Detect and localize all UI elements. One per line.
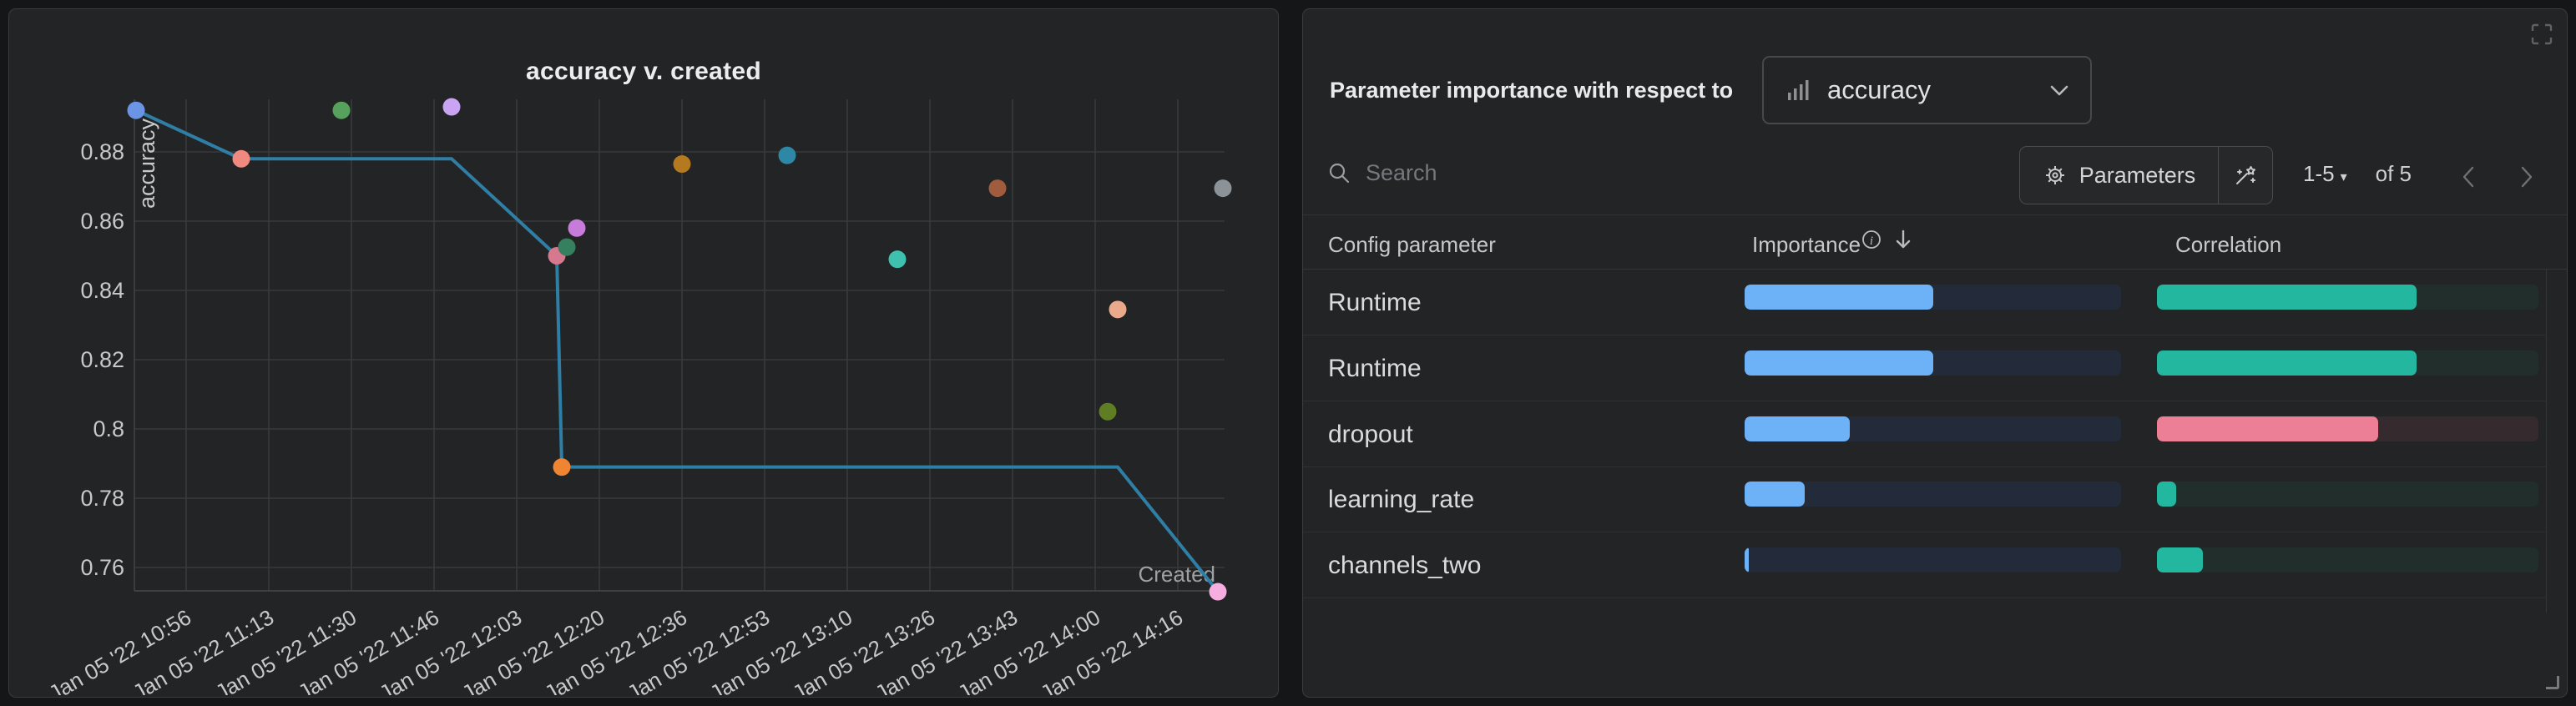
bar-chart-icon — [1788, 80, 1809, 100]
importance-bar-fill — [1745, 285, 1933, 310]
correlation-bar-track — [2157, 482, 2538, 507]
y-tick-label: 0.86 — [80, 209, 124, 234]
chart-title: accuracy v. created — [526, 58, 761, 85]
run-point[interactable] — [442, 98, 461, 116]
run-point[interactable] — [558, 238, 576, 256]
run-point[interactable] — [673, 155, 691, 174]
correlation-bar-fill — [2157, 416, 2379, 441]
importance-bar-track — [1745, 482, 2121, 507]
y-tick-label: 0.8 — [93, 416, 124, 441]
run-point[interactable] — [778, 146, 796, 164]
correlation-bar-fill — [2157, 350, 2417, 376]
config-parameter-name: Runtime — [1328, 354, 1422, 382]
y-tick-label: 0.84 — [80, 278, 124, 303]
table-row[interactable]: Runtime — [1303, 335, 2545, 401]
y-tick-label: 0.78 — [80, 486, 124, 511]
parameter-importance-panel: Parameter importance with respect to acc… — [1302, 8, 2568, 698]
fullscreen-icon[interactable] — [2530, 23, 2553, 46]
svg-text:i: i — [1870, 234, 1873, 248]
y-axis-title: accuracy — [134, 118, 159, 209]
column-header-correlation: Correlation — [2175, 232, 2282, 257]
table-row[interactable]: dropout — [1303, 401, 2545, 467]
config-parameter-name: Runtime — [1328, 289, 1422, 316]
importance-bar-track — [1745, 285, 2121, 310]
run-point[interactable] — [888, 250, 907, 269]
config-parameter-name: channels_two — [1328, 552, 1482, 580]
table-scrollbar-gutter[interactable] — [2546, 269, 2547, 613]
info-icon[interactable]: i — [1861, 229, 1882, 250]
config-parameter-name: learning_rate — [1328, 486, 1475, 514]
parameters-button-group: Parameters — [2019, 146, 2273, 204]
importance-bar-track — [1745, 416, 2121, 441]
chevron-down-icon — [2050, 85, 2068, 95]
run-point[interactable] — [1214, 179, 1232, 198]
chevron-right-icon[interactable] — [2515, 164, 2537, 189]
table-row[interactable]: learning_rate — [1303, 466, 2545, 533]
run-point[interactable] — [1109, 300, 1127, 319]
pagination: 1-5 ▾ of 5 — [2303, 161, 2412, 187]
correlation-bar-fill — [2157, 482, 2176, 507]
correlation-bar-track — [2157, 547, 2538, 573]
run-point[interactable] — [1099, 402, 1117, 421]
table-header: Config parameter Importance i Correlatio… — [1303, 215, 2567, 270]
correlation-bar-fill — [2157, 285, 2417, 310]
y-tick-label: 0.88 — [80, 139, 124, 164]
run-point[interactable] — [332, 101, 351, 119]
importance-bar-track — [1745, 350, 2121, 376]
run-point[interactable] — [1209, 582, 1227, 601]
y-tick-label: 0.82 — [80, 347, 124, 372]
search-input[interactable] — [1364, 159, 1835, 187]
run-point[interactable] — [568, 219, 586, 237]
gear-icon — [2045, 166, 2064, 184]
column-header-importance[interactable]: Importance — [1752, 232, 1861, 257]
magic-wand-button[interactable] — [2218, 147, 2272, 204]
correlation-bar-track — [2157, 285, 2538, 310]
magic-wand-icon — [2236, 166, 2255, 184]
table-row[interactable]: Runtime — [1303, 269, 2545, 335]
metric-select-dropdown[interactable]: accuracy — [1762, 56, 2092, 124]
correlation-bar-fill — [2157, 547, 2203, 573]
run-point[interactable] — [553, 458, 571, 477]
importance-bar-fill — [1745, 350, 1933, 376]
table-top-divider — [1303, 214, 2567, 215]
search-box — [1328, 159, 1912, 187]
chart-panel: accuracy v. created 0.88 0.86 0.84 0.82 0.8 0… — [8, 8, 1279, 698]
run-point[interactable] — [988, 179, 1007, 198]
run-point[interactable] — [232, 149, 250, 168]
trend-line — [135, 108, 1220, 593]
config-parameter-name: dropout — [1328, 420, 1413, 448]
parameters-button[interactable]: Parameters — [2020, 147, 2218, 204]
sort-desc-icon[interactable] — [1894, 228, 1912, 251]
search-icon — [1329, 163, 1350, 184]
parameters-button-label: Parameters — [2078, 162, 2196, 188]
pagination-range-dropdown[interactable]: 1-5 ▾ — [2303, 161, 2347, 186]
correlation-bar-track — [2157, 416, 2538, 441]
y-tick-label: 0.76 — [80, 555, 124, 580]
pagination-total: of 5 — [2375, 161, 2412, 186]
metric-select-value: accuracy — [1827, 75, 1932, 104]
table-row[interactable]: channels_two — [1303, 532, 2545, 599]
run-point[interactable] — [127, 101, 145, 119]
column-header-config-parameter: Config parameter — [1328, 232, 1496, 257]
resize-handle-icon[interactable] — [2546, 676, 2559, 689]
chevron-left-icon[interactable] — [2458, 164, 2480, 189]
importance-bar-track — [1745, 547, 2121, 573]
importance-bar-fill — [1745, 482, 1806, 507]
importance-bar-fill — [1745, 547, 1750, 573]
correlation-bar-track — [2157, 350, 2538, 376]
panel-header-label: Parameter importance with respect to — [1330, 78, 1734, 103]
importance-bar-fill — [1745, 416, 1851, 441]
pagination-caret-icon: ▾ — [2340, 170, 2347, 184]
